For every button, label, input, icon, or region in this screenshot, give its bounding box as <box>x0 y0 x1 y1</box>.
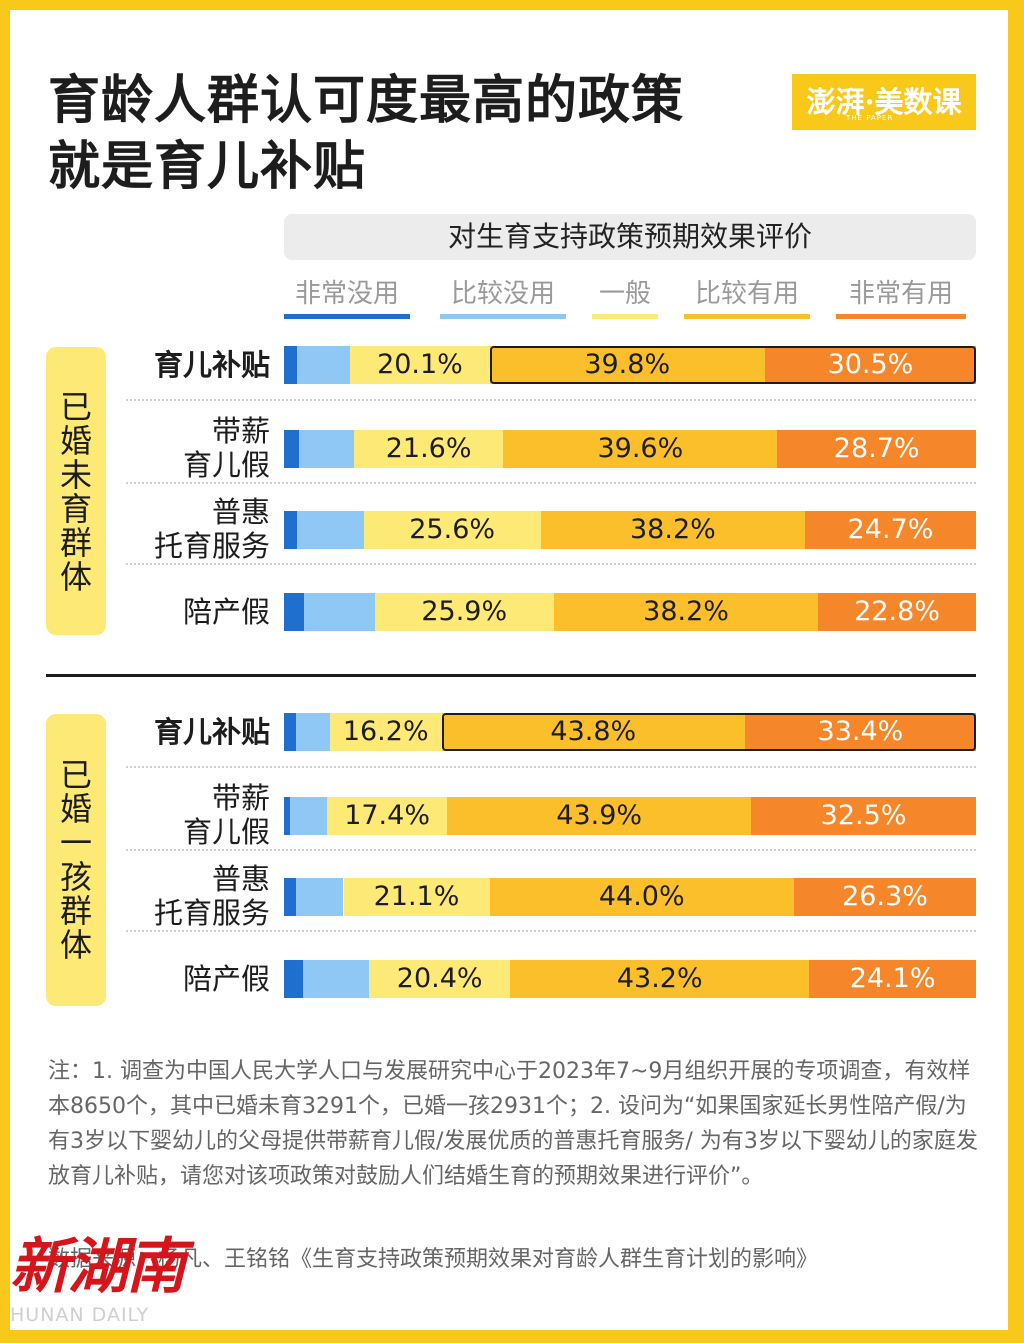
bar-segment-very-useful: 30.5% <box>764 346 976 384</box>
bar-segment-somewhat-useless <box>298 430 354 468</box>
bar-segment-somewhat-useless <box>295 713 330 751</box>
infographic-page: 育龄人群认可度最高的政策 就是育儿补贴 澎湃·美数课 THE PAPER 对生育… <box>10 10 1008 1330</box>
legend-item-somewhat-useless: 比较没用 <box>440 278 566 319</box>
row-label-paternity-leave: 陪产假 <box>182 962 270 996</box>
legend-label: 非常没用 <box>294 279 399 309</box>
bar-segment-neutral: 21.6% <box>353 430 504 468</box>
legend-swatch <box>684 314 810 319</box>
bar-segment-very-useless <box>284 713 296 751</box>
legend-item-neutral: 一般 <box>592 278 658 319</box>
bar-segment-very-useless <box>284 346 298 384</box>
bar-segment-very-useful: 24.1% <box>809 960 976 998</box>
bar-segment-somewhat-useless <box>297 511 364 549</box>
row-label-paid-parental-leave: 带薪 育儿假 <box>182 781 270 849</box>
legend-item-very-useful: 非常有用 <box>836 278 966 319</box>
bar-segment-very-useful: 24.7% <box>805 511 976 549</box>
bar-segment-neutral: 20.1% <box>350 346 490 384</box>
bar-segment-somewhat-useless <box>297 346 351 384</box>
title-line-1: 育龄人群认可度最高的政策 <box>48 71 685 131</box>
chart-title: 对生育支持政策预期效果评价 <box>284 214 976 260</box>
bar-segment-neutral: 16.2% <box>329 713 442 751</box>
bar-segment-very-useful: 26.3% <box>794 878 976 916</box>
bar-segment-somewhat-useless <box>295 878 344 916</box>
bar-segment-somewhat-useless <box>304 593 375 631</box>
bar-segment-very-useless <box>284 430 299 468</box>
group-box-one-child <box>46 714 106 1006</box>
bar-segment-neutral: 20.4% <box>369 960 511 998</box>
bar-segment-somewhat-useful: 39.6% <box>503 430 778 468</box>
bar-segment-very-useful: 32.5% <box>751 797 976 835</box>
bar-segment-neutral: 17.4% <box>326 797 448 835</box>
watermark-sub: HUNAN DAILY <box>10 1304 150 1326</box>
bar-segment-very-useless <box>284 960 304 998</box>
bar-segment-somewhat-useful: 44.0% <box>489 878 794 916</box>
watermark-logo: 新湖南 <box>10 1232 186 1302</box>
legend-swatch <box>836 314 966 319</box>
brand-logo: 澎湃·美数课 <box>792 74 976 130</box>
row-divider <box>126 482 976 484</box>
bar-segment-somewhat-useless <box>289 797 327 835</box>
bar-segment-very-useless <box>284 511 298 549</box>
legend-item-somewhat-useful: 比较有用 <box>684 278 810 319</box>
row-label-inclusive-childcare: 普惠 托育服务 <box>153 862 270 930</box>
legend-swatch <box>592 314 658 319</box>
row-divider <box>126 563 976 565</box>
row-divider <box>126 849 976 851</box>
row-divider <box>126 399 976 401</box>
row-label-inclusive-childcare: 普惠 托育服务 <box>153 495 270 563</box>
bar-segment-somewhat-useless <box>303 960 370 998</box>
bar-segment-very-useless <box>284 878 296 916</box>
row-divider <box>126 930 976 932</box>
bar-segment-somewhat-useful: 39.8% <box>489 346 765 384</box>
bar-segment-neutral: 25.9% <box>374 593 554 631</box>
group-label-married-one-child: 已婚一孩群体 <box>59 756 92 964</box>
row-label-paternity-leave: 陪产假 <box>182 595 270 629</box>
bar-segment-very-useless <box>284 593 305 631</box>
row-label-paid-parental-leave: 带薪 育儿假 <box>182 414 270 482</box>
bar-segment-very-useful: 22.8% <box>818 593 976 631</box>
bar-segment-somewhat-useful: 43.8% <box>441 713 745 751</box>
group-label-married-childless: 已婚未育群体 <box>59 388 92 596</box>
group-divider <box>46 674 976 677</box>
row-divider <box>126 766 976 768</box>
bar-segment-very-useful: 33.4% <box>744 713 976 751</box>
title-line-2: 就是育儿补贴 <box>48 137 367 197</box>
highlight-outline <box>441 713 976 751</box>
legend-label: 比较没用 <box>450 279 555 309</box>
bar-segment-neutral: 25.6% <box>363 511 541 549</box>
bar-segment-neutral: 21.1% <box>343 878 490 916</box>
highlight-outline <box>489 346 976 384</box>
brand-sub-logo: THE PAPER <box>846 114 894 122</box>
watermark: 新湖南 HUNAN DAILY <box>10 1232 240 1330</box>
footnote: 注：1. 调查为中国人民大学人口与发展研究中心于2023年7~9月组织开展的专项… <box>48 1059 978 1189</box>
legend-label: 非常有用 <box>848 279 953 309</box>
data-source: 数据来源：杨凡、王铭铭《生育支持政策预期效果对育龄人群生育计划的影响》 <box>48 1247 819 1272</box>
bar-segment-somewhat-useful: 43.9% <box>447 797 752 835</box>
row-label-childcare-subsidy: 育儿补贴 <box>153 348 270 382</box>
bar-segment-somewhat-useful: 43.2% <box>510 960 810 998</box>
page-title: 育龄人群认可度最高的政策 就是育儿补贴 <box>48 68 768 200</box>
legend-label: 比较有用 <box>694 279 799 309</box>
bar-segment-somewhat-useful: 38.2% <box>540 511 806 549</box>
group-box-unmarried <box>46 347 106 635</box>
legend-swatch <box>440 314 566 319</box>
bar-segment-very-useless <box>284 797 290 835</box>
legend-label: 一般 <box>598 279 651 309</box>
row-label-childcare-subsidy: 育儿补贴 <box>153 715 270 749</box>
bar-segment-very-useful: 28.7% <box>777 430 976 468</box>
legend-item-very-useless: 非常没用 <box>284 278 410 319</box>
bar-segment-somewhat-useful: 38.2% <box>553 593 819 631</box>
legend-swatch <box>284 314 410 319</box>
